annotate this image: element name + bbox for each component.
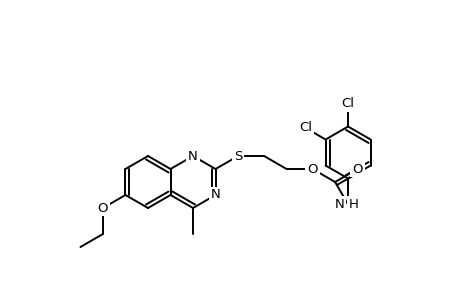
Text: N: N: [210, 188, 220, 202]
Text: O: O: [307, 163, 317, 176]
Text: H: H: [348, 198, 358, 211]
Text: Cl: Cl: [341, 97, 354, 110]
Text: O: O: [97, 202, 108, 214]
Text: O: O: [352, 163, 362, 176]
Text: N: N: [334, 198, 343, 211]
Text: S: S: [233, 149, 242, 163]
Text: Cl: Cl: [298, 121, 311, 134]
Text: N: N: [188, 149, 197, 163]
